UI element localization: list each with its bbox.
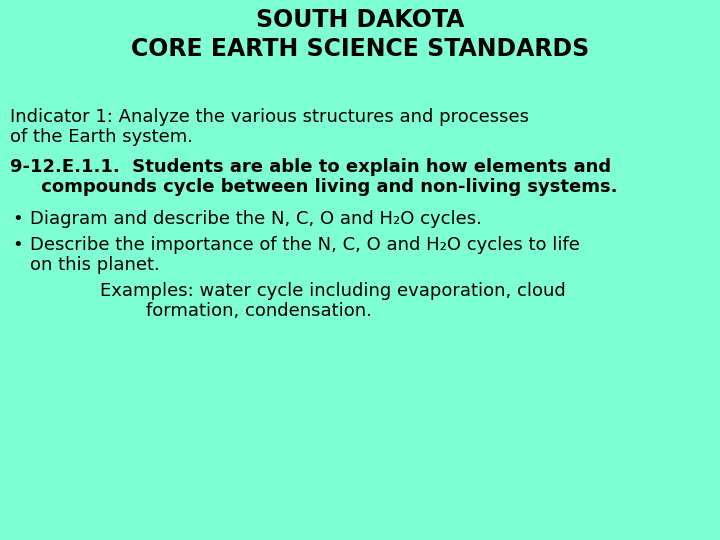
Text: on this planet.: on this planet. xyxy=(30,256,160,274)
Text: 9-12.E.1.1.  Students are able to explain how elements and: 9-12.E.1.1. Students are able to explain… xyxy=(10,158,611,176)
Text: •: • xyxy=(12,236,23,254)
Text: SOUTH DAKOTA
CORE EARTH SCIENCE STANDARDS: SOUTH DAKOTA CORE EARTH SCIENCE STANDARD… xyxy=(131,8,589,60)
Text: formation, condensation.: formation, condensation. xyxy=(100,302,372,320)
Text: of the Earth system.: of the Earth system. xyxy=(10,128,193,146)
Text: Diagram and describe the N, C, O and H₂O cycles.: Diagram and describe the N, C, O and H₂O… xyxy=(30,210,482,228)
Text: •: • xyxy=(12,210,23,228)
Text: Indicator 1: Analyze the various structures and processes: Indicator 1: Analyze the various structu… xyxy=(10,108,529,126)
Text: compounds cycle between living and non-living systems.: compounds cycle between living and non-l… xyxy=(10,178,618,196)
Text: Examples: water cycle including evaporation, cloud: Examples: water cycle including evaporat… xyxy=(100,282,566,300)
Text: Describe the importance of the N, C, O and H₂O cycles to life: Describe the importance of the N, C, O a… xyxy=(30,236,580,254)
